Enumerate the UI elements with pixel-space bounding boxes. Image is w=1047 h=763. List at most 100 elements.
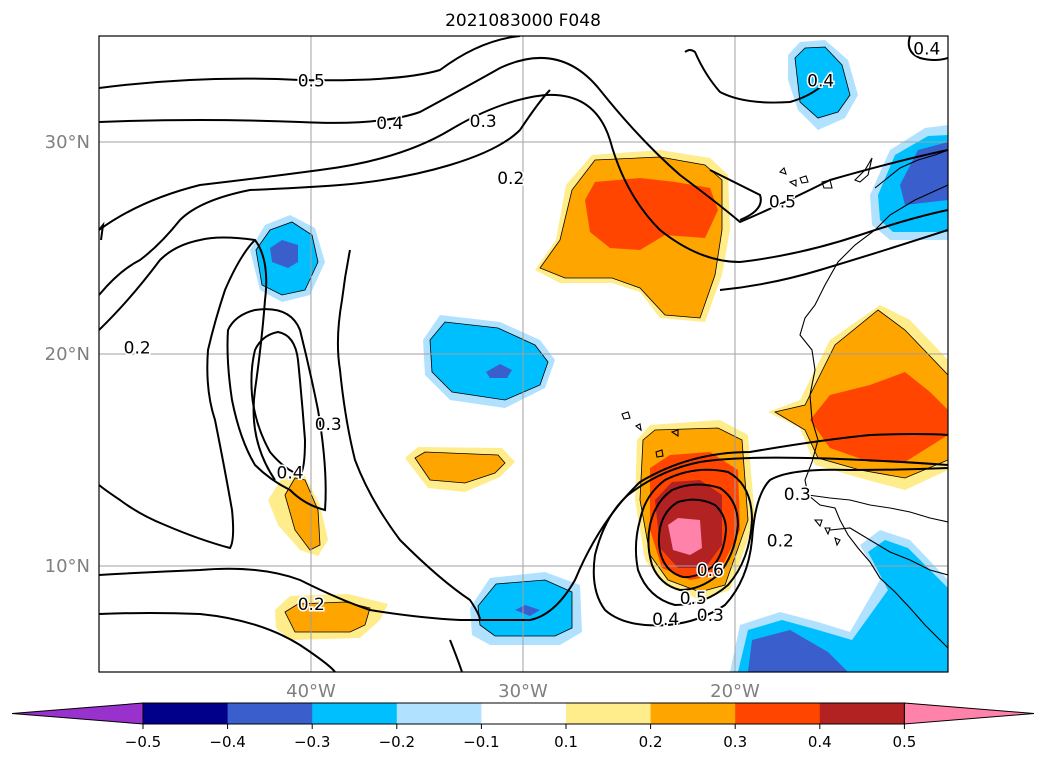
- colorbar: −0.5 −0.4 −0.3 −0.2 −0.1 0.1 0.2 0.3 0.4 0.5: [11, 702, 1035, 751]
- colorbar-tick-label: 0.3: [723, 733, 747, 751]
- contour-label: 0.5: [769, 192, 796, 212]
- contour-label: 0.4: [376, 114, 403, 134]
- contour-05-west: [250, 330, 307, 477]
- negative-anomaly-south-max: [515, 605, 540, 616]
- filled-anomaly-fields: [250, 40, 948, 672]
- colorbar-segment: [566, 703, 652, 724]
- contour-label: 0.3: [697, 606, 724, 626]
- outline-central-negative: [429, 321, 549, 401]
- x-tick-20w: 20°W: [710, 681, 760, 702]
- coastline-africa: [799, 184, 948, 649]
- contour-label: 0.2: [767, 532, 794, 552]
- contour-south-edge: [449, 639, 463, 672]
- contour-label: 0.4: [277, 464, 304, 484]
- colorbar-tick-label: 0.5: [892, 733, 916, 751]
- contour-label: 0.6: [697, 561, 724, 581]
- black-contours: [99, 36, 948, 672]
- contour-02-south: [99, 433, 948, 622]
- map-area: 0.50.4 0.30.20.20.30.40.20.40.40.50.30.20…: [99, 36, 948, 672]
- x-axis-labels: 40°W 30°W 20°W: [286, 681, 760, 702]
- contour-east-lower: [719, 229, 948, 291]
- colorbar-segment: [396, 703, 482, 724]
- cape-verde-island-4: [670, 429, 679, 438]
- y-axis-labels: 30°N 20°N 10°N: [45, 132, 90, 577]
- contour-04-north: [99, 56, 948, 224]
- plot-frame: [98, 35, 949, 673]
- positive-anomaly-north-max: [585, 178, 718, 250]
- chart-title: 2021083000 F048: [445, 11, 601, 31]
- contour-03-center: [336, 249, 481, 621]
- contour-04-west: [226, 308, 327, 512]
- bijagos-islands: [813, 519, 841, 547]
- canary-island-3: [778, 166, 787, 175]
- contour-label: 0.2: [298, 595, 325, 615]
- gridlines: [99, 36, 948, 672]
- colorbar-tick-label: −0.5: [125, 733, 161, 751]
- negative-anomaly-northeast-max: [900, 142, 948, 205]
- contour-05-cyclone: [647, 483, 740, 592]
- contour-03-south: [99, 612, 336, 672]
- contour-03-north: [99, 93, 948, 264]
- contour-04-cyclone: [634, 468, 754, 607]
- contour-label-group: 0.50.4 0.30.20.20.30.40.20.40.40.50.30.20…: [122, 38, 942, 631]
- colorbar-segment: [481, 703, 567, 724]
- outline-north-negative: [794, 46, 851, 119]
- x-tick-40w: 40°W: [286, 681, 336, 702]
- contour-label: 0.4: [913, 40, 940, 60]
- madeira-island: [788, 179, 797, 188]
- contour-labels: 0.50.4 0.30.20.20.30.40.20.40.40.50.30.20…: [122, 38, 942, 631]
- contour-label: 0.5: [298, 72, 325, 92]
- contour-02-north: [99, 89, 551, 296]
- positive-anomaly-cyclone-50: [668, 518, 702, 555]
- cape-verde-island-3: [655, 449, 664, 458]
- outline-cyclone-positive: [639, 427, 749, 593]
- y-tick-10n: 10°N: [45, 556, 90, 577]
- contour-label: 0.4: [807, 72, 834, 92]
- contour-north-right-1: [684, 49, 831, 104]
- x-tick-30w: 30°W: [498, 681, 548, 702]
- outline-east-positive: [773, 309, 948, 479]
- cape-verde-island-1: [621, 411, 631, 420]
- coastline-guinea-detail: [829, 527, 948, 576]
- outline-south-negative: [477, 579, 573, 637]
- positive-anomaly-central-core: [415, 452, 505, 483]
- contour-02-west: [99, 236, 276, 481]
- contour-06-cyclone: [657, 498, 728, 579]
- colorbar-segment: [650, 703, 736, 724]
- colorbar-segment: [227, 703, 313, 724]
- positive-anomaly-southwest-core: [285, 602, 370, 632]
- contour-label: 0.2: [497, 169, 524, 189]
- colorbar-extend-high: [903, 702, 1035, 725]
- contour-05-north: [99, 36, 521, 89]
- colorbar-extend-low: [11, 702, 144, 725]
- colorbar-tick-label: 0.2: [639, 733, 663, 751]
- coastline-senegal-detail: [807, 494, 948, 523]
- colorbar-segment: [819, 703, 905, 724]
- colorbar-tick-label: 0.1: [554, 733, 578, 751]
- negative-anomaly-west-max: [270, 240, 298, 268]
- y-tick-20n: 20°N: [45, 344, 90, 365]
- contour-03-southeast: [592, 456, 948, 627]
- coastline-iberia-north: [874, 149, 948, 189]
- outline-southwest-positive: [284, 601, 371, 633]
- outline-north-positive: [539, 156, 723, 319]
- cape-verde-island-2: [634, 423, 642, 432]
- contour-03-west: [99, 239, 256, 550]
- outline-west-positive: [284, 477, 321, 551]
- contour-label: 0.5: [680, 589, 707, 609]
- contour-far-west: [99, 221, 105, 241]
- contour-north-right-2: [907, 36, 948, 61]
- canary-island-2: [799, 175, 809, 184]
- negative-anomaly-north-core: [795, 47, 850, 118]
- contour-label: 0.2: [124, 339, 151, 359]
- outline-west-negative: [255, 221, 319, 296]
- outline-central-positive: [414, 451, 506, 484]
- contour-label: 0.4: [652, 610, 679, 630]
- colorbar-tick-label: −0.2: [379, 733, 415, 751]
- positive-anomaly-east-max: [810, 372, 948, 462]
- colorbar-tick-label: −0.1: [463, 733, 499, 751]
- negative-anomaly-central-core: [430, 322, 548, 400]
- colorbar-tick-label: −0.4: [209, 733, 245, 751]
- colorbar-tick-label: −0.3: [294, 733, 330, 751]
